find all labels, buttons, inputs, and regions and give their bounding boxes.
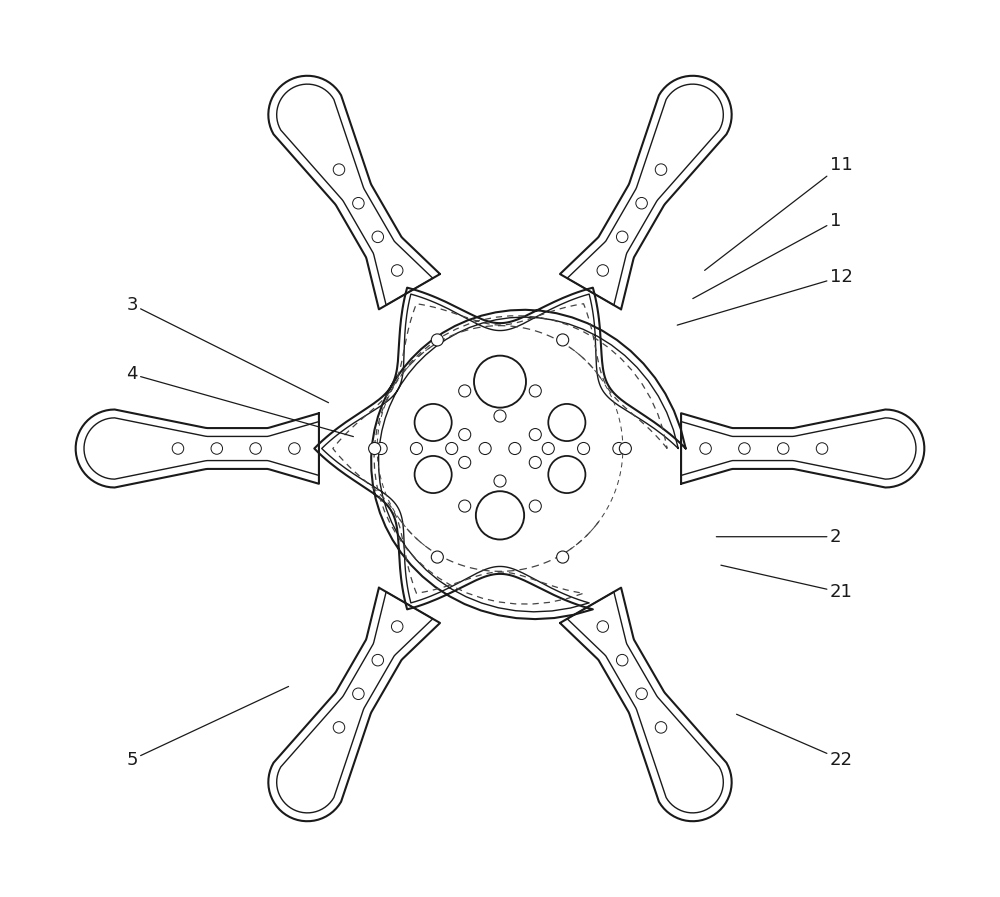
- Text: 5: 5: [126, 686, 289, 769]
- Circle shape: [289, 443, 300, 454]
- Circle shape: [616, 231, 628, 242]
- Text: 3: 3: [126, 296, 329, 403]
- Text: 4: 4: [126, 365, 353, 437]
- Circle shape: [636, 688, 647, 700]
- Text: 1: 1: [693, 212, 841, 299]
- Circle shape: [613, 442, 625, 455]
- Circle shape: [372, 231, 384, 242]
- Text: 22: 22: [737, 714, 853, 769]
- Circle shape: [353, 688, 364, 700]
- Circle shape: [410, 442, 422, 455]
- Text: 12: 12: [677, 267, 853, 325]
- Circle shape: [655, 721, 667, 733]
- Circle shape: [529, 457, 541, 468]
- Circle shape: [391, 265, 403, 276]
- Circle shape: [777, 443, 789, 454]
- Circle shape: [578, 442, 590, 455]
- Circle shape: [529, 429, 541, 440]
- Circle shape: [739, 443, 750, 454]
- Circle shape: [372, 655, 384, 666]
- Circle shape: [616, 655, 628, 666]
- Circle shape: [542, 442, 554, 455]
- Circle shape: [636, 197, 647, 209]
- Circle shape: [446, 442, 458, 455]
- Circle shape: [459, 500, 471, 512]
- Circle shape: [333, 164, 345, 176]
- Circle shape: [816, 443, 828, 454]
- Text: 2: 2: [716, 527, 841, 545]
- Circle shape: [474, 355, 526, 407]
- Circle shape: [655, 164, 667, 176]
- Circle shape: [172, 443, 184, 454]
- Circle shape: [557, 334, 569, 346]
- Circle shape: [459, 385, 471, 397]
- Circle shape: [415, 404, 452, 441]
- Circle shape: [459, 429, 471, 440]
- Circle shape: [619, 442, 631, 455]
- Circle shape: [597, 265, 609, 276]
- Circle shape: [700, 443, 711, 454]
- Circle shape: [548, 404, 585, 441]
- Circle shape: [391, 621, 403, 632]
- Circle shape: [369, 442, 381, 455]
- Circle shape: [211, 443, 223, 454]
- Text: 21: 21: [721, 565, 853, 601]
- Circle shape: [597, 621, 609, 632]
- Circle shape: [548, 456, 585, 493]
- Circle shape: [353, 197, 364, 209]
- Circle shape: [431, 551, 443, 563]
- Circle shape: [529, 385, 541, 397]
- Circle shape: [375, 442, 387, 455]
- Circle shape: [479, 442, 491, 455]
- Circle shape: [333, 721, 345, 733]
- Text: 11: 11: [705, 156, 852, 270]
- Circle shape: [250, 443, 261, 454]
- Circle shape: [509, 442, 521, 455]
- Circle shape: [494, 475, 506, 487]
- Circle shape: [557, 551, 569, 563]
- Circle shape: [431, 334, 443, 346]
- Circle shape: [494, 410, 506, 422]
- Circle shape: [459, 457, 471, 468]
- Circle shape: [529, 500, 541, 512]
- Circle shape: [476, 492, 524, 539]
- Circle shape: [415, 456, 452, 493]
